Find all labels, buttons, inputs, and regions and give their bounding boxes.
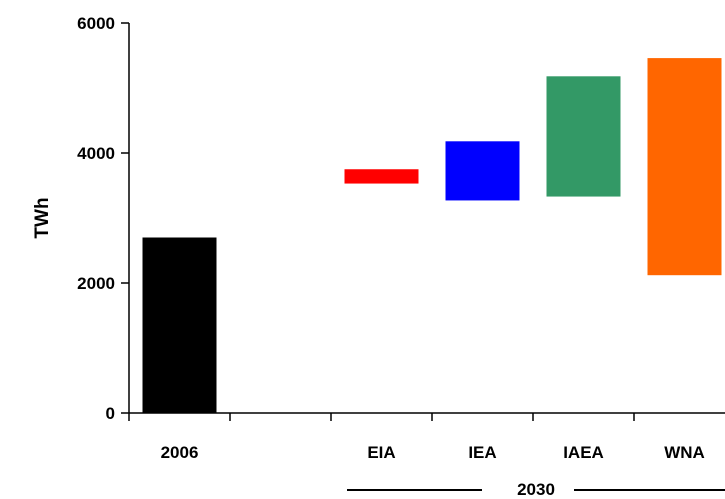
bar — [546, 76, 621, 197]
bar — [344, 169, 419, 184]
bars — [142, 58, 722, 413]
x-tick-label: WNA — [664, 443, 705, 462]
y-tick-label: 2000 — [77, 274, 115, 293]
x-tick-label: 2006 — [161, 443, 199, 462]
axes — [121, 22, 725, 421]
x-tick-label: EIA — [367, 443, 395, 462]
bar — [142, 237, 217, 413]
x-tick-label: IAEA — [563, 443, 604, 462]
y-axis-title: TWh — [32, 197, 53, 238]
group-label: 2030 — [517, 480, 555, 499]
y-tick-label: 4000 — [77, 144, 115, 163]
y-tick-label: 0 — [106, 404, 115, 423]
bar — [647, 58, 722, 276]
bar — [445, 141, 520, 201]
y-tick-label: 6000 — [77, 14, 115, 33]
x-tick-label: IEA — [468, 443, 496, 462]
labels: 0 2000 4000 6000 2006 EIA IEA IAEA WNA — [77, 14, 705, 462]
